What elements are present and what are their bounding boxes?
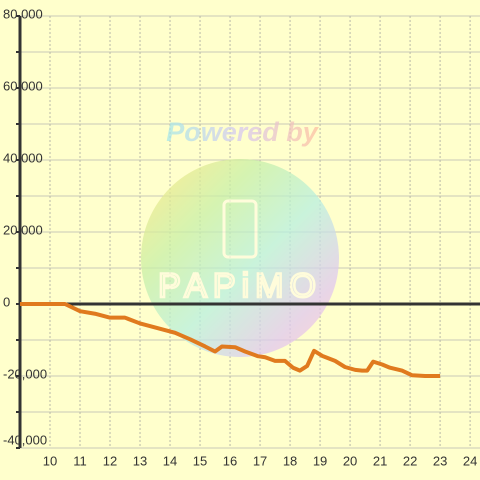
y-tick-label: 40,000 — [3, 150, 43, 165]
x-tick-label: 21 — [373, 453, 387, 468]
data-line — [20, 302, 441, 378]
y-tick-label: 0 — [3, 294, 10, 309]
y-tick-label: -40,000 — [3, 432, 47, 447]
watermark: Powered by PAPiMO — [141, 117, 339, 357]
x-tick-label: 22 — [403, 453, 417, 468]
x-tick-label: 24 — [463, 453, 477, 468]
x-tick-label: 15 — [193, 453, 207, 468]
y-tick-label: -20,000 — [3, 366, 47, 381]
y-tick-label: 20,000 — [3, 222, 43, 237]
x-tick-label: 20 — [343, 453, 357, 468]
x-tick-label: 10 — [43, 453, 57, 468]
x-tick-label: 18 — [283, 453, 297, 468]
x-tick-label: 13 — [133, 453, 147, 468]
watermark-logo: PAPiMO — [158, 267, 322, 305]
x-tick-label: 12 — [103, 453, 117, 468]
x-tick-label: 16 — [223, 453, 237, 468]
x-tick-label: 17 — [253, 453, 267, 468]
watermark-text: Powered by — [166, 117, 320, 147]
x-tick-label: 14 — [163, 453, 177, 468]
x-tick-label: 11 — [73, 453, 87, 468]
watermark-icon — [222, 199, 258, 259]
y-tick-label: 80,000 — [3, 6, 43, 21]
y-tick-label: 60,000 — [3, 78, 43, 93]
x-tick-label: 19 — [313, 453, 327, 468]
x-tick-label: 23 — [433, 453, 447, 468]
